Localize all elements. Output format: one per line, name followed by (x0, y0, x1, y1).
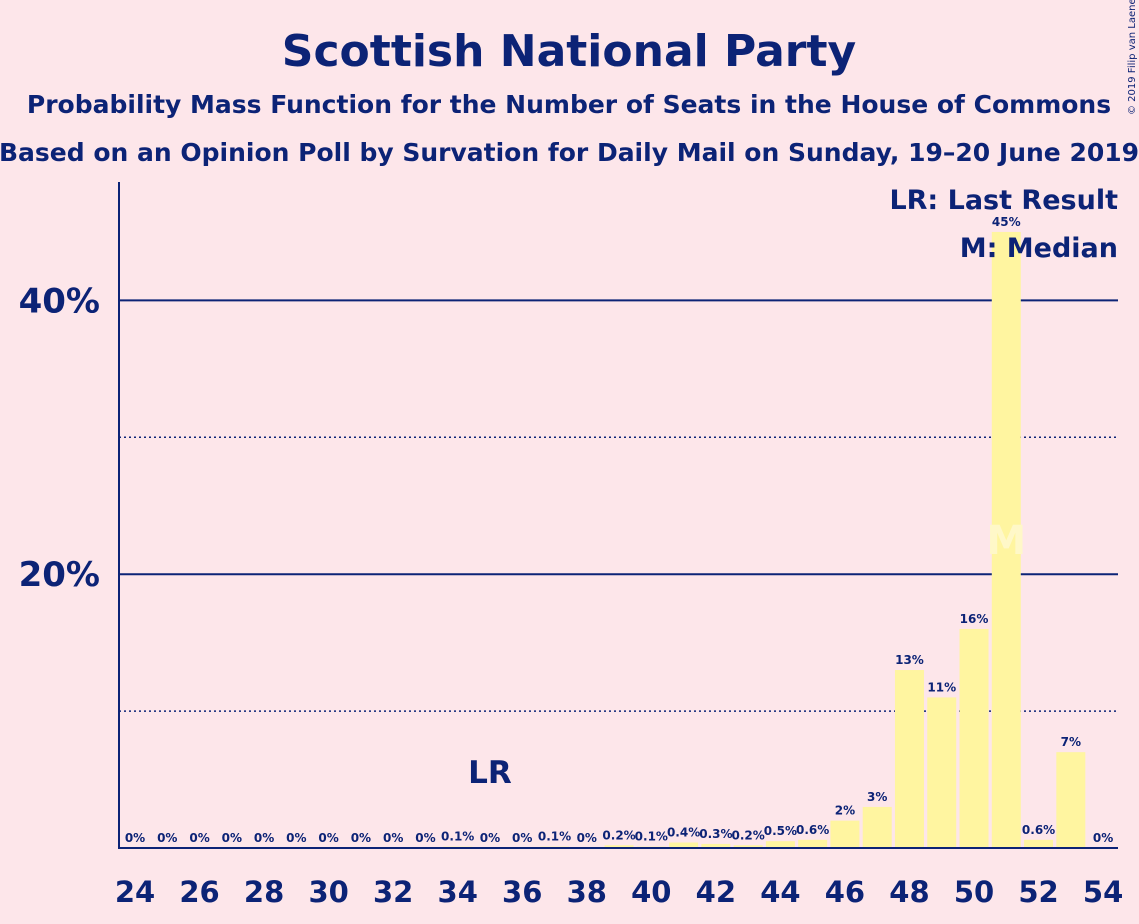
data-label-52: 0.6% (1022, 823, 1055, 837)
bar-42 (701, 843, 731, 848)
legend-last-result: LR: Last Result (889, 185, 1118, 216)
bar-43 (733, 845, 763, 848)
bar-44 (765, 841, 795, 848)
x-tick-54: 54 (1083, 875, 1123, 909)
data-label-34: 0.1% (441, 830, 474, 844)
bar-52 (1024, 839, 1054, 848)
data-label-39: 0.2% (602, 828, 635, 842)
x-tick-36: 36 (502, 875, 542, 909)
x-tick-28: 28 (244, 875, 284, 909)
data-label-53: 7% (1061, 735, 1081, 749)
data-label-26: 0% (189, 831, 209, 845)
bar-50 (959, 628, 989, 848)
data-label-47: 3% (867, 790, 887, 804)
last-result-marker: LR (468, 755, 512, 791)
x-tick-42: 42 (696, 875, 736, 909)
data-label-35: 0% (480, 831, 500, 845)
y-tick-20: 20% (19, 555, 100, 595)
x-tick-52: 52 (1018, 875, 1058, 909)
x-tick-38: 38 (567, 875, 607, 909)
data-label-48: 13% (895, 653, 924, 667)
x-tick-labels: 24 26 28 30 32 34 36 38 40 42 44 46 48 50 52 54 (115, 875, 1123, 909)
x-tick-46: 46 (825, 875, 865, 909)
data-label-43: 0.2% (731, 828, 764, 842)
bar-49 (927, 697, 957, 848)
data-label-36: 0% (512, 831, 532, 845)
x-tick-48: 48 (889, 875, 929, 909)
bar-41 (669, 842, 699, 848)
axes (118, 182, 1118, 849)
bar-47 (862, 806, 892, 848)
y-tick-labels: 20% 40% (19, 281, 100, 595)
data-label-24: 0% (125, 831, 145, 845)
data-label-28: 0% (254, 831, 274, 845)
data-label-45: 0.6% (796, 823, 829, 837)
data-label-46: 2% (835, 804, 855, 818)
x-tick-26: 26 (179, 875, 219, 909)
chart-subtitle-2: Based on an Opinion Poll by Survation fo… (0, 138, 1139, 167)
chart-title: Scottish National Party (282, 26, 856, 77)
bar-51 (991, 231, 1021, 848)
x-tick-50: 50 (954, 875, 994, 909)
data-label-40: 0.1% (635, 830, 668, 844)
bar-46 (830, 820, 860, 848)
x-tick-44: 44 (760, 875, 800, 909)
x-tick-32: 32 (373, 875, 413, 909)
y-tick-40: 40% (19, 281, 100, 321)
x-tick-40: 40 (631, 875, 671, 909)
x-tick-34: 34 (438, 875, 478, 909)
data-label-32: 0% (383, 831, 403, 845)
bar-48 (894, 670, 924, 848)
data-labels: 0% 0% 0% 0% 0% 0% 0% 0% 0% 0% 0.1% 0% 0% 0.1% 0% 0.2%0.… (125, 215, 1113, 845)
data-label-29: 0% (286, 831, 306, 845)
data-label-44: 0.5% (764, 824, 797, 838)
gridlines (119, 299, 1118, 712)
data-label-38: 0% (577, 831, 597, 845)
data-label-31: 0% (351, 831, 371, 845)
data-label-25: 0% (157, 831, 177, 845)
data-label-33: 0% (415, 831, 435, 845)
copyright-text: © 2019 Filip van Laenen (1127, 0, 1138, 115)
data-label-50: 16% (960, 612, 989, 626)
x-tick-24: 24 (115, 875, 155, 909)
bar-39 (604, 845, 634, 848)
bars (443, 231, 1086, 848)
bar-53 (1056, 752, 1086, 848)
data-label-54: 0% (1093, 831, 1113, 845)
data-label-41: 0.4% (667, 826, 700, 840)
data-label-30: 0% (318, 831, 338, 845)
markers: LR M (468, 518, 1026, 791)
data-label-37: 0.1% (538, 830, 571, 844)
data-label-27: 0% (222, 831, 242, 845)
bar-45 (798, 839, 828, 848)
median-marker: M (986, 518, 1026, 564)
data-label-42: 0.3% (699, 827, 732, 841)
data-label-49: 11% (927, 680, 956, 694)
legend-median: M: Median (960, 233, 1118, 264)
chart-subtitle-1: Probability Mass Function for the Number… (27, 90, 1111, 119)
x-tick-30: 30 (308, 875, 348, 909)
data-label-51: 45% (992, 215, 1021, 229)
